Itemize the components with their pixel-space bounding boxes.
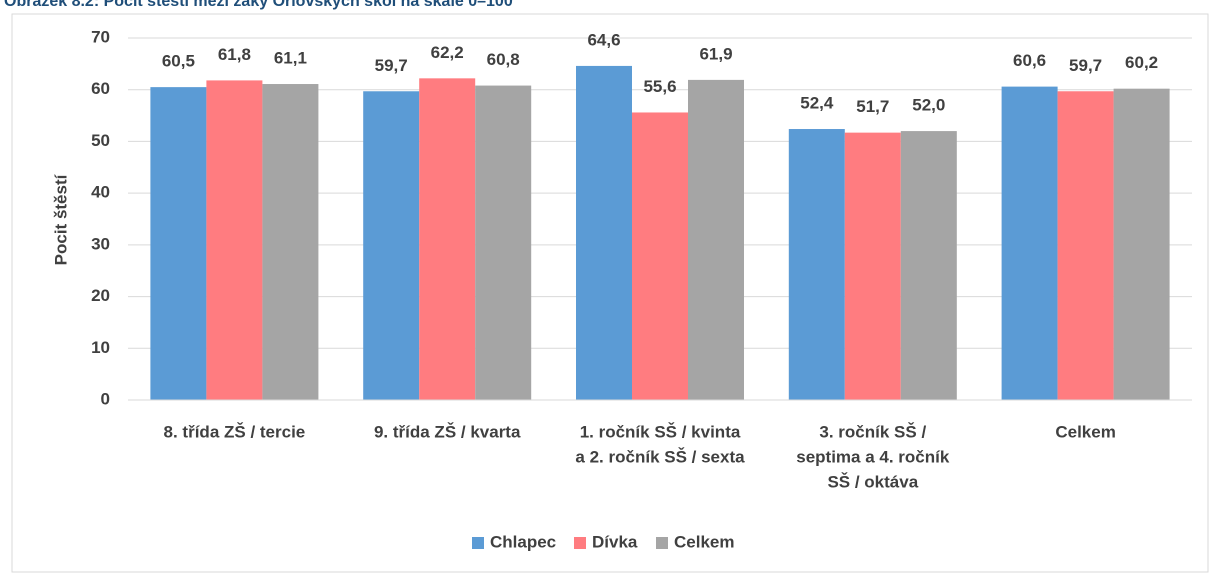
chart-frame bbox=[11, 13, 1209, 573]
data-label: 64,6 bbox=[587, 30, 620, 49]
y-tick-label: 10 bbox=[91, 338, 110, 357]
y-tick-label: 30 bbox=[91, 234, 110, 253]
bar bbox=[844, 132, 901, 400]
data-label: 60,8 bbox=[487, 50, 520, 69]
bar bbox=[475, 85, 532, 400]
x-tick-label: SŠ / oktáva bbox=[827, 472, 918, 491]
y-tick-label: 0 bbox=[101, 389, 110, 408]
data-label: 61,9 bbox=[699, 44, 732, 63]
bar bbox=[206, 80, 263, 401]
bar bbox=[688, 79, 744, 400]
legend-label: Celkem bbox=[674, 532, 734, 551]
x-tick-label: 3. ročník SŠ / bbox=[819, 422, 926, 441]
bar bbox=[788, 129, 845, 400]
legend-swatch bbox=[574, 537, 586, 549]
y-axis-label: Pocit štěstí bbox=[51, 173, 70, 265]
legend-label: Dívka bbox=[592, 532, 638, 551]
x-tick-label: 9. třída ZŠ / kvarta bbox=[374, 422, 521, 441]
data-label: 62,2 bbox=[431, 43, 464, 62]
data-label: 59,7 bbox=[375, 56, 408, 75]
bar bbox=[419, 78, 476, 400]
bar bbox=[900, 131, 957, 401]
data-label: 60,6 bbox=[1013, 51, 1046, 70]
bar bbox=[1057, 91, 1114, 400]
bar bbox=[1001, 86, 1058, 401]
y-tick-label: 40 bbox=[91, 183, 110, 202]
x-tick-label: 8. třída ZŠ / tercie bbox=[164, 422, 306, 441]
data-label: 59,7 bbox=[1069, 56, 1102, 75]
legend-label: Chlapec bbox=[490, 532, 556, 551]
x-tick-label: septima a 4. ročník bbox=[796, 447, 950, 466]
bar bbox=[1113, 88, 1170, 401]
bar bbox=[363, 91, 420, 400]
data-label: 61,1 bbox=[274, 49, 307, 68]
y-tick-label: 20 bbox=[91, 286, 110, 305]
y-tick-label: 50 bbox=[91, 131, 110, 150]
bar bbox=[262, 84, 319, 401]
bar bbox=[150, 87, 207, 400]
x-tick-label: a 2. ročník SŠ / sexta bbox=[575, 447, 745, 466]
legend-swatch bbox=[472, 537, 484, 549]
data-label: 55,6 bbox=[643, 77, 676, 96]
data-label: 52,0 bbox=[912, 96, 945, 115]
y-tick-label: 60 bbox=[91, 79, 110, 98]
bar bbox=[632, 112, 688, 401]
chart-title: Obrázek 8.2: Pocit štěstí mezi žáky Orlo… bbox=[4, 0, 513, 10]
data-label: 61,8 bbox=[218, 45, 251, 64]
bar bbox=[576, 65, 632, 400]
data-label: 60,5 bbox=[162, 52, 195, 71]
data-label: 52,4 bbox=[800, 94, 834, 113]
data-label: 60,2 bbox=[1125, 53, 1158, 72]
x-tick-label: 1. ročník SŠ / kvinta bbox=[580, 422, 741, 441]
y-tick-label: 70 bbox=[91, 27, 110, 46]
data-label: 51,7 bbox=[856, 97, 889, 116]
x-tick-label: Celkem bbox=[1055, 422, 1115, 441]
legend-swatch bbox=[656, 537, 668, 549]
